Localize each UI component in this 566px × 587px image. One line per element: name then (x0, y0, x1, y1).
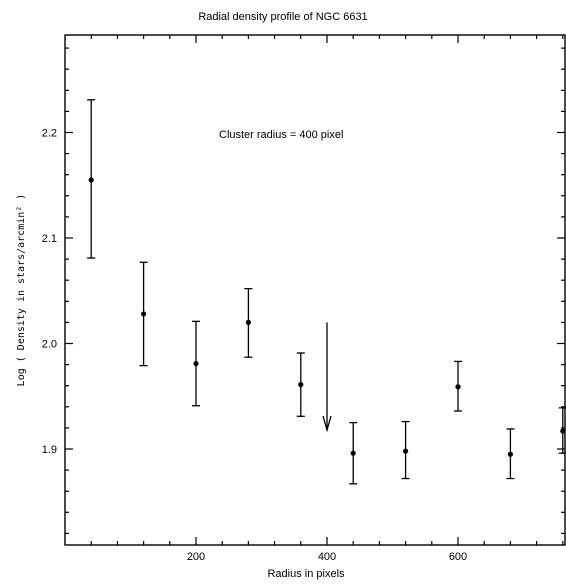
x-tick-label: 200 (187, 551, 205, 563)
data-series (87, 99, 566, 485)
data-point (141, 311, 147, 317)
y-tick-label: 2.2 (42, 128, 57, 140)
data-point (298, 382, 304, 388)
y-tick-label: 2.0 (42, 339, 57, 351)
y-tick-label: 1.9 (42, 444, 57, 456)
data-point (455, 384, 461, 390)
data-point (193, 360, 199, 367)
cluster-radius-annotation: Cluster radius = 400 pixel (219, 129, 343, 141)
chart-title: Radial density profile of NGC 6631 (198, 11, 367, 23)
data-point (350, 450, 356, 456)
cluster-radius-arrow (322, 322, 332, 433)
plot-frame (64, 34, 566, 546)
x-tick-label: 600 (449, 551, 467, 563)
data-point (88, 177, 94, 183)
data-point (403, 448, 409, 454)
x-tick-label: 400 (318, 551, 336, 563)
data-point (560, 428, 566, 434)
x-axis-label: Radius in pixels (267, 568, 345, 580)
data-point (507, 451, 513, 457)
data-point (245, 319, 251, 325)
arrow-head (322, 415, 332, 433)
axis-ticks: 200 400 600 1.9 2.0 2.1 2.2 (42, 35, 565, 563)
y-tick-label: 2.1 (42, 233, 57, 245)
y-axis-label: Log ( Density in stars/arcmin² ) (16, 194, 27, 387)
